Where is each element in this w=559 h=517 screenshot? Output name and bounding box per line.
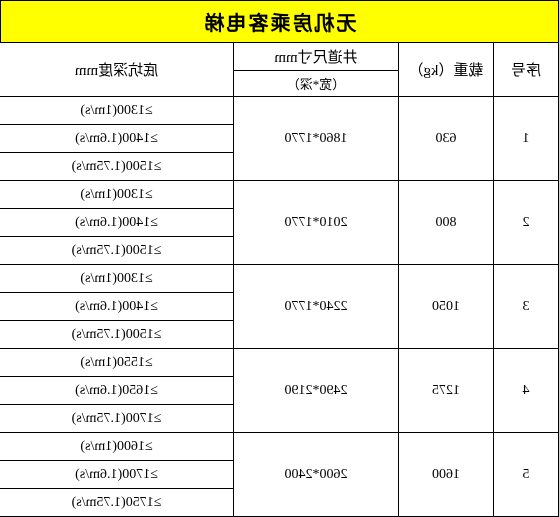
cell-load: 1600 bbox=[399, 433, 494, 517]
cell-depth: ≥1700(1.75m/s) bbox=[0, 405, 234, 433]
cell-seq: 4 bbox=[494, 349, 559, 433]
cell-depth: ≥1650(1.6m/s) bbox=[0, 377, 234, 405]
header-row: 序号 载重（kg） 井道尺寸mm 底坑深度mm bbox=[0, 43, 559, 71]
cell-depth: ≥1700(1.6m/s) bbox=[0, 461, 234, 489]
cell-depth: ≥1300(1m/s) bbox=[0, 97, 234, 125]
table-row: 2 800 2010*1770 ≥1300(1m/s) bbox=[0, 181, 559, 209]
cell-dim: 2490*2190 bbox=[234, 349, 399, 433]
cell-depth: ≥1400(1.6m/s) bbox=[0, 293, 234, 321]
cell-load: 1050 bbox=[399, 265, 494, 349]
cell-depth: ≥1750(1.75m/s) bbox=[0, 489, 234, 517]
spec-table: 序号 载重（kg） 井道尺寸mm 底坑深度mm （宽*深） 1 630 1860… bbox=[0, 42, 559, 517]
header-dim-sub: （宽*深） bbox=[234, 71, 399, 97]
table-row: 3 1050 2240*1770 ≥1300(1m/s) bbox=[0, 265, 559, 293]
cell-seq: 2 bbox=[494, 181, 559, 265]
table-row: 5 1600 2600*2400 ≥1600(1m/s) bbox=[0, 433, 559, 461]
table-row: 1 630 1860*1770 ≥1300(1m/s) bbox=[0, 97, 559, 125]
header-seq: 序号 bbox=[494, 43, 559, 97]
cell-seq: 5 bbox=[494, 433, 559, 517]
cell-depth: ≥1600(1m/s) bbox=[0, 433, 234, 461]
cell-load: 1275 bbox=[399, 349, 494, 433]
cell-depth: ≥1400(1.6m/s) bbox=[0, 209, 234, 237]
cell-dim: 2240*1770 bbox=[234, 265, 399, 349]
cell-seq: 1 bbox=[494, 97, 559, 181]
page-title: 无机房乘客电梯 bbox=[0, 0, 559, 42]
cell-depth: ≥1500(1.75m/s) bbox=[0, 153, 234, 181]
cell-depth: ≥1550(1m/s) bbox=[0, 349, 234, 377]
cell-depth: ≥1500(1.75m/s) bbox=[0, 237, 234, 265]
cell-depth: ≥1400(1.6m/s) bbox=[0, 125, 234, 153]
cell-dim: 2010*1770 bbox=[234, 181, 399, 265]
header-dim: 井道尺寸mm bbox=[234, 43, 399, 71]
cell-dim: 1860*1770 bbox=[234, 97, 399, 181]
cell-load: 800 bbox=[399, 181, 494, 265]
cell-depth: ≥1500(1.75m/s) bbox=[0, 321, 234, 349]
cell-seq: 3 bbox=[494, 265, 559, 349]
cell-load: 630 bbox=[399, 97, 494, 181]
table-row: 4 1275 2490*2190 ≥1550(1m/s) bbox=[0, 349, 559, 377]
cell-depth: ≥1300(1m/s) bbox=[0, 181, 234, 209]
header-load: 载重（kg） bbox=[399, 43, 494, 97]
cell-depth: ≥1300(1m/s) bbox=[0, 265, 234, 293]
cell-dim: 2600*2400 bbox=[234, 433, 399, 517]
header-depth: 底坑深度mm bbox=[0, 43, 234, 97]
